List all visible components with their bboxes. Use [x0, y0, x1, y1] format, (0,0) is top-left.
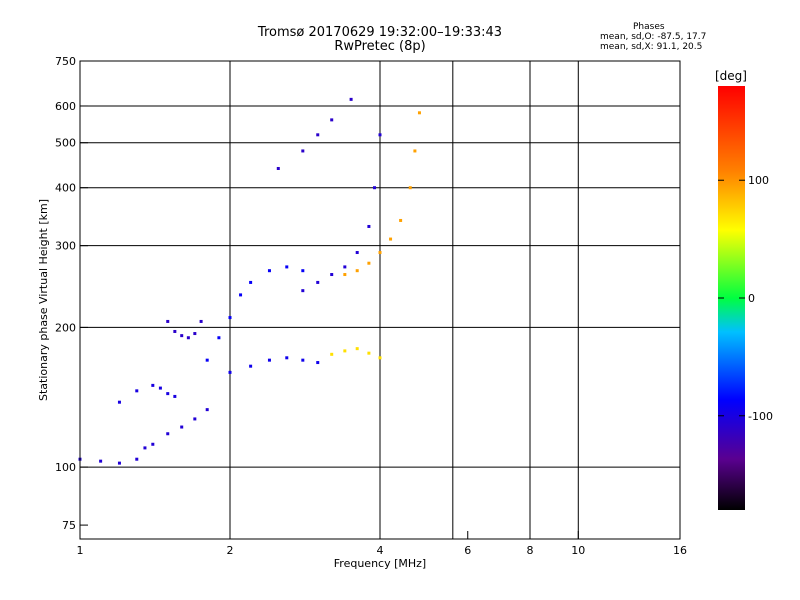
data-point: [151, 383, 155, 387]
x-tick-label: 10: [571, 544, 585, 557]
data-point: [135, 389, 139, 393]
data-point: [301, 149, 305, 153]
data-point: [349, 97, 353, 101]
data-point: [355, 347, 359, 351]
data-point: [316, 133, 320, 137]
data-point: [378, 356, 382, 360]
data-point: [367, 261, 371, 265]
data-point: [316, 280, 320, 284]
data-point: [301, 269, 305, 273]
colorbar-tick-label: 100: [748, 174, 769, 187]
data-point: [373, 186, 377, 190]
data-point: [267, 269, 271, 273]
data-point: [367, 351, 371, 355]
x-tick-label: 8: [527, 544, 534, 557]
data-point: [205, 408, 209, 412]
data-point: [343, 349, 347, 353]
data-point: [408, 186, 412, 190]
x-tick-label: 2: [227, 544, 234, 557]
data-point: [117, 400, 121, 404]
x-tick-label: 6: [464, 544, 471, 557]
data-point: [355, 269, 359, 273]
data-point: [151, 442, 155, 446]
data-point: [99, 459, 103, 463]
y-tick-label: 300: [55, 240, 76, 253]
phase-stats: Phases mean, sd,O: -87.5, 17.7 mean, sd,…: [600, 22, 770, 52]
data-point: [389, 237, 393, 241]
data-point: [301, 289, 305, 293]
scatter-points: [78, 97, 421, 465]
data-point: [193, 332, 197, 336]
data-point: [180, 425, 184, 429]
data-point: [285, 265, 289, 269]
x-tick-label: 1: [77, 544, 84, 557]
data-point: [399, 218, 403, 222]
data-point: [143, 446, 147, 450]
data-point: [355, 251, 359, 255]
axis-tick-labels: 1 2 4 6 8 10 16 75 100 200 300 400 500 600 750: [55, 55, 687, 557]
data-point: [205, 358, 209, 362]
data-point: [166, 432, 170, 436]
y-tick-label: 75: [62, 519, 76, 532]
x-tick-label: 4: [377, 544, 384, 557]
data-point: [316, 361, 320, 365]
y-tick-label: 200: [55, 321, 76, 334]
colorbar-tick-label: -100: [748, 410, 773, 423]
data-point: [249, 280, 253, 284]
data-point: [193, 417, 197, 421]
grid-lines: [80, 61, 680, 539]
axis-ticks: [79, 60, 681, 539]
data-point: [199, 319, 203, 323]
data-point: [249, 364, 253, 368]
colorbar-ticks: 100 0 -100: [718, 174, 773, 423]
y-tick-label: 500: [55, 137, 76, 150]
data-point: [228, 370, 232, 374]
data-point: [378, 251, 382, 255]
data-point: [301, 358, 305, 362]
y-axis-label: Stationary phase Virtual Height [km]: [37, 199, 50, 401]
data-point: [378, 133, 382, 137]
x-axis-label: Frequency [MHz]: [334, 557, 426, 570]
data-point: [186, 336, 190, 340]
phase-stats-o: mean, sd,O: -87.5, 17.7: [600, 32, 707, 42]
y-tick-label: 600: [55, 100, 76, 113]
y-tick-label: 100: [55, 461, 76, 474]
data-point: [267, 358, 271, 362]
data-point: [417, 111, 421, 115]
data-point: [166, 319, 170, 323]
data-point: [173, 394, 177, 398]
data-point: [343, 265, 347, 269]
data-point: [239, 293, 243, 297]
data-point: [135, 457, 139, 461]
data-point: [413, 149, 417, 153]
phase-stats-title: Phases: [633, 22, 665, 32]
data-point: [166, 392, 170, 396]
data-point: [330, 352, 334, 356]
chart-title-line1: Tromsø 20170629 19:32:00–19:33:43: [257, 25, 503, 40]
data-point: [173, 329, 177, 333]
data-point: [330, 118, 334, 122]
y-tick-label: 750: [55, 55, 76, 68]
data-point: [117, 461, 121, 465]
x-tick-label: 16: [673, 544, 687, 557]
chart-title-line2: RwPretec (8p): [334, 39, 426, 54]
data-point: [217, 336, 221, 340]
data-point: [276, 166, 280, 170]
y-tick-label: 400: [55, 182, 76, 195]
data-point: [180, 334, 184, 338]
data-point: [343, 273, 347, 277]
data-point: [330, 273, 334, 277]
data-point: [367, 224, 371, 228]
phase-stats-x: mean, sd,X: 91.1, 20.5: [600, 42, 703, 52]
data-point: [285, 356, 289, 360]
colorbar-tick-label: 0: [748, 292, 755, 305]
colorbar-unit-label: [deg]: [715, 69, 747, 83]
data-point: [158, 386, 162, 390]
data-point: [228, 316, 232, 320]
